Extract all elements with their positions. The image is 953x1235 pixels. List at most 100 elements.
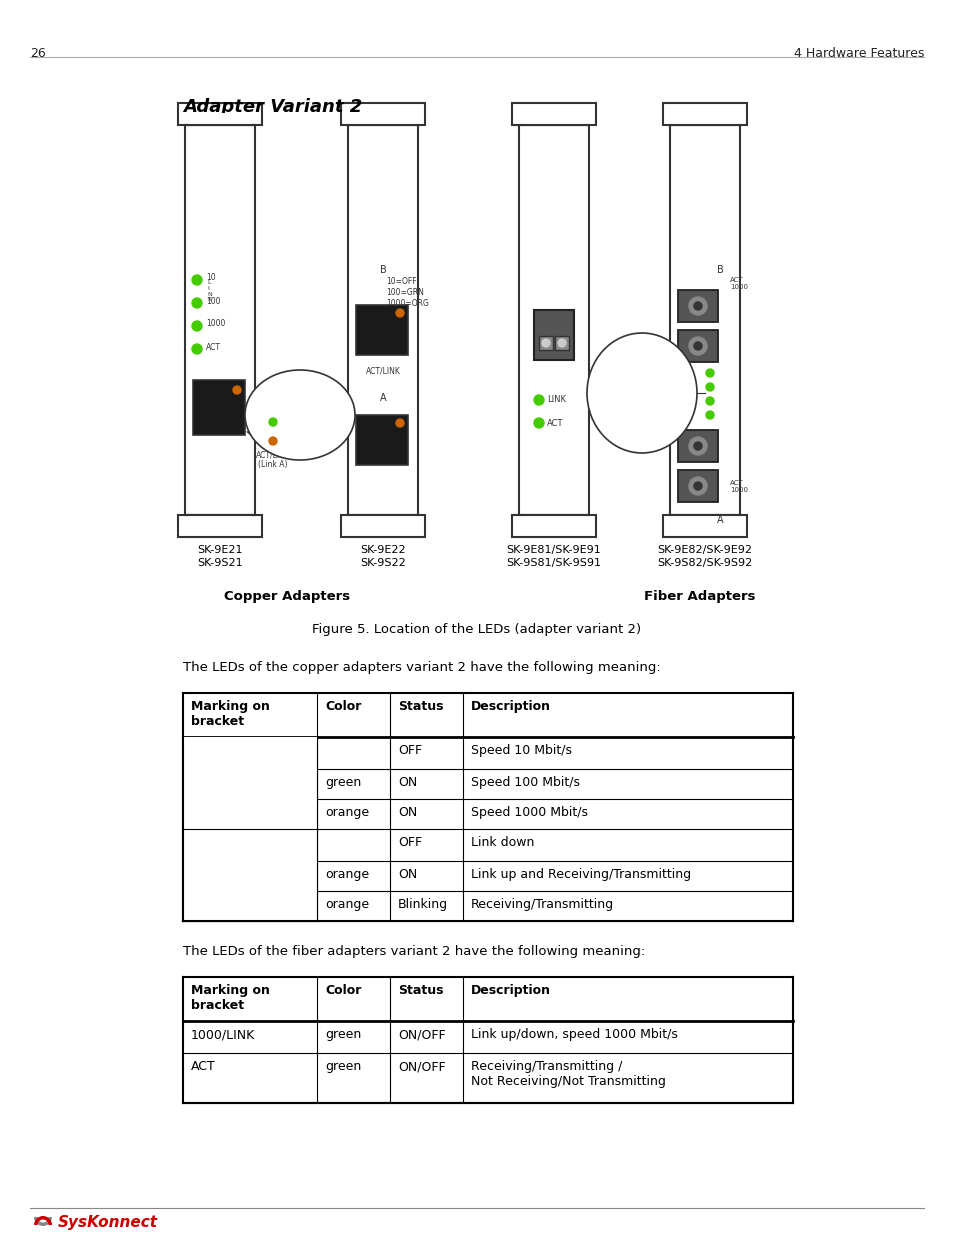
Bar bbox=[185, 125, 254, 515]
Circle shape bbox=[688, 437, 706, 454]
Text: Figure 5. Location of the LEDs (adapter variant 2): Figure 5. Location of the LEDs (adapter … bbox=[313, 622, 640, 636]
Text: A: A bbox=[379, 393, 386, 403]
Ellipse shape bbox=[245, 370, 355, 459]
Text: Status: Status bbox=[397, 700, 443, 713]
Text: SK-9E82/SK-9E92
SK-9S82/SK-9S92: SK-9E82/SK-9E92 SK-9S82/SK-9S92 bbox=[657, 545, 752, 568]
Bar bbox=[678, 471, 718, 501]
Text: orange: orange bbox=[325, 898, 369, 911]
Circle shape bbox=[269, 437, 276, 445]
Text: Marking on
bracket: Marking on bracket bbox=[191, 700, 270, 727]
Text: SK-9E21
SK-9S21: SK-9E21 SK-9S21 bbox=[197, 545, 243, 568]
Text: Description: Description bbox=[471, 984, 551, 997]
Wedge shape bbox=[34, 1216, 52, 1226]
Bar bbox=[512, 515, 596, 537]
Text: ACT/LINK: ACT/LINK bbox=[191, 837, 248, 850]
Text: OFF: OFF bbox=[397, 836, 421, 848]
Text: ACT: ACT bbox=[206, 342, 221, 352]
Bar bbox=[662, 515, 746, 537]
Circle shape bbox=[693, 482, 701, 490]
Text: 10: 10 bbox=[206, 273, 215, 283]
Bar bbox=[518, 125, 588, 515]
Text: B: B bbox=[379, 266, 386, 275]
Circle shape bbox=[541, 338, 550, 347]
Text: Status: Status bbox=[397, 984, 443, 997]
Text: ACT: ACT bbox=[546, 419, 563, 427]
Circle shape bbox=[688, 296, 706, 315]
Circle shape bbox=[705, 369, 713, 377]
Text: The LEDs of the copper adapters variant 2 have the following meaning:: The LEDs of the copper adapters variant … bbox=[183, 661, 660, 674]
Bar bbox=[183, 829, 316, 921]
Circle shape bbox=[705, 383, 713, 391]
Circle shape bbox=[693, 342, 701, 350]
Bar bbox=[183, 977, 792, 1103]
Bar bbox=[523, 515, 583, 527]
Text: Fiber Adapters: Fiber Adapters bbox=[643, 590, 755, 603]
Bar bbox=[678, 330, 718, 362]
Text: ACT/LINK: ACT/LINK bbox=[365, 367, 400, 375]
Circle shape bbox=[705, 411, 713, 419]
Bar bbox=[678, 290, 718, 322]
Text: ON: ON bbox=[397, 868, 416, 881]
Text: green: green bbox=[325, 1060, 361, 1073]
Bar bbox=[178, 515, 262, 537]
Text: Speed 100 Mbit/s: Speed 100 Mbit/s bbox=[471, 776, 579, 789]
Circle shape bbox=[693, 442, 701, 450]
Text: 1000: 1000 bbox=[206, 320, 225, 329]
Text: 100: 100 bbox=[206, 296, 220, 305]
Circle shape bbox=[688, 477, 706, 495]
Text: green: green bbox=[325, 1028, 361, 1041]
Text: Speed 10 Mbit/s: Speed 10 Mbit/s bbox=[471, 743, 572, 757]
Text: OFF: OFF bbox=[397, 743, 421, 757]
Circle shape bbox=[534, 395, 543, 405]
Text: Receiving/Transmitting: Receiving/Transmitting bbox=[471, 898, 614, 911]
Text: Marking on
bracket: Marking on bracket bbox=[191, 984, 270, 1011]
Bar bbox=[355, 305, 408, 354]
Text: L
I
N
K: L I N K bbox=[207, 280, 212, 303]
Circle shape bbox=[395, 419, 403, 427]
Bar bbox=[675, 112, 734, 125]
Bar bbox=[190, 112, 250, 125]
Text: Description: Description bbox=[471, 700, 551, 713]
Text: ON: ON bbox=[397, 776, 416, 789]
Bar bbox=[190, 515, 250, 527]
Text: Color: Color bbox=[325, 984, 361, 997]
Text: The LEDs of the fiber adapters variant 2 have the following meaning:: The LEDs of the fiber adapters variant 2… bbox=[183, 945, 644, 958]
Text: ON/OFF: ON/OFF bbox=[397, 1060, 445, 1073]
Bar bbox=[353, 515, 413, 527]
Text: Speed 1000 Mbit/s: Speed 1000 Mbit/s bbox=[471, 806, 587, 819]
Circle shape bbox=[558, 338, 565, 347]
Bar bbox=[555, 336, 568, 350]
Text: ON/OFF: ON/OFF bbox=[397, 1028, 445, 1041]
Text: SysKonnect: SysKonnect bbox=[58, 1214, 158, 1230]
Text: 4 Hardware Features: 4 Hardware Features bbox=[793, 47, 923, 61]
Text: Copper Adapters: Copper Adapters bbox=[224, 590, 350, 603]
Text: Blinking: Blinking bbox=[397, 898, 448, 911]
Wedge shape bbox=[34, 1216, 52, 1225]
Text: B: B bbox=[716, 266, 722, 275]
Bar bbox=[538, 336, 553, 350]
Bar bbox=[678, 430, 718, 462]
Text: Link up/down, speed 1000 Mbit/s: Link up/down, speed 1000 Mbit/s bbox=[471, 1028, 678, 1041]
Ellipse shape bbox=[586, 333, 697, 453]
Text: A: A bbox=[716, 515, 722, 525]
Bar bbox=[534, 310, 574, 359]
Bar bbox=[340, 515, 424, 537]
Bar bbox=[669, 125, 740, 515]
Bar bbox=[512, 103, 596, 125]
Text: green: green bbox=[325, 776, 361, 789]
Bar bbox=[193, 380, 245, 435]
Circle shape bbox=[534, 417, 543, 429]
Text: 10=OFF
100=GRN
1000=ORG: 10=OFF 100=GRN 1000=ORG bbox=[386, 277, 429, 309]
Circle shape bbox=[192, 345, 202, 354]
Text: ACT/LINK
(Link A): ACT/LINK (Link A) bbox=[255, 450, 290, 469]
Text: ACT
(Link B)
1000
(Link B)
1000
(Link A)
ACT
(Link A): ACT (Link B) 1000 (Link B) 1000 (Link A)… bbox=[626, 353, 656, 442]
Text: Color: Color bbox=[325, 700, 361, 713]
Bar bbox=[353, 112, 413, 125]
Circle shape bbox=[395, 309, 403, 317]
Text: 10= OFF
100=GRN
1000=ORG
(Link A): 10= OFF 100=GRN 1000=ORG (Link A) bbox=[276, 389, 323, 436]
Bar bbox=[183, 693, 792, 921]
Text: 26: 26 bbox=[30, 47, 46, 61]
Text: 1000/LINK: 1000/LINK bbox=[191, 1028, 255, 1041]
Text: Link up and Receiving/Transmitting: Link up and Receiving/Transmitting bbox=[471, 868, 690, 881]
Text: orange: orange bbox=[325, 868, 369, 881]
